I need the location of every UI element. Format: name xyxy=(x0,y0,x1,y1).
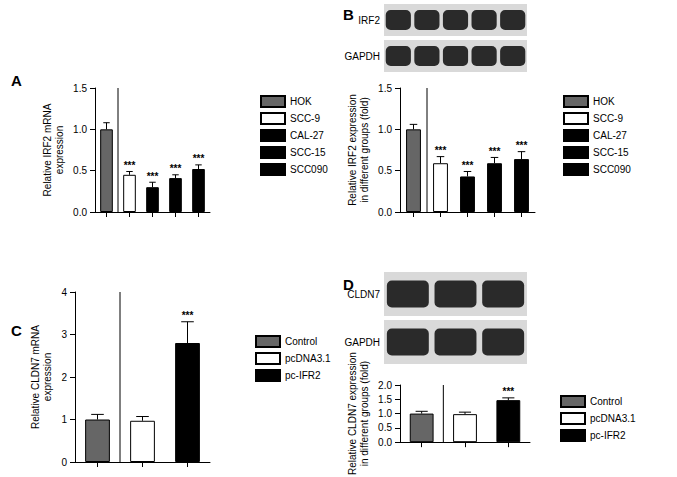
svg-text:1: 1 xyxy=(61,414,67,425)
svg-text:Relative CLDN7 expression: Relative CLDN7 expression xyxy=(347,352,358,475)
svg-text:0.5: 0.5 xyxy=(73,165,87,176)
svg-text:2: 2 xyxy=(61,372,67,383)
svg-text:***: *** xyxy=(462,160,474,171)
svg-text:in different groups (fold): in different groups (fold) xyxy=(359,361,370,466)
svg-text:***: *** xyxy=(435,145,447,156)
svg-text:4: 4 xyxy=(61,287,67,298)
svg-text:2.0: 2.0 xyxy=(378,380,392,391)
svg-text:pcDNA3.1: pcDNA3.1 xyxy=(590,413,636,424)
svg-text:expression: expression xyxy=(54,126,65,174)
svg-text:CLDN7: CLDN7 xyxy=(347,288,380,300)
svg-text:0.0: 0.0 xyxy=(73,207,87,218)
svg-text:0.5: 0.5 xyxy=(378,422,392,433)
svg-text:0.0: 0.0 xyxy=(378,437,392,448)
svg-text:pcDNA3.1: pcDNA3.1 xyxy=(285,353,331,364)
svg-text:Relative IRF2 expression: Relative IRF2 expression xyxy=(347,94,358,206)
svg-text:SCC090: SCC090 xyxy=(593,164,631,175)
svg-text:in different groups (fold): in different groups (fold) xyxy=(359,97,370,202)
svg-text:SCC-9: SCC-9 xyxy=(290,113,320,124)
svg-text:SCC-9: SCC-9 xyxy=(593,113,623,124)
svg-text:***: *** xyxy=(489,146,501,157)
svg-text:pc-IFR2: pc-IFR2 xyxy=(285,370,321,381)
svg-text:CAL-27: CAL-27 xyxy=(290,130,324,141)
svg-text:HOK: HOK xyxy=(290,96,312,107)
svg-text:Relative IRF2 mRNA: Relative IRF2 mRNA xyxy=(42,103,53,196)
svg-text:1.5: 1.5 xyxy=(73,83,87,94)
svg-text:B: B xyxy=(343,6,354,23)
svg-text:C: C xyxy=(11,322,22,339)
svg-text:Relative CLDN7 mRNA: Relative CLDN7 mRNA xyxy=(30,325,41,429)
svg-text:1.0: 1.0 xyxy=(73,124,87,135)
svg-text:***: *** xyxy=(193,153,205,164)
svg-text:expression: expression xyxy=(42,353,53,401)
svg-text:A: A xyxy=(11,72,22,89)
svg-text:SCC090: SCC090 xyxy=(290,164,328,175)
svg-text:***: *** xyxy=(182,310,194,321)
svg-text:1.0: 1.0 xyxy=(378,124,392,135)
svg-text:0.5: 0.5 xyxy=(378,165,392,176)
svg-text:SCC-15: SCC-15 xyxy=(290,147,326,158)
svg-text:1.5: 1.5 xyxy=(378,394,392,405)
svg-text:GAPDH: GAPDH xyxy=(344,337,380,348)
svg-text:***: *** xyxy=(502,386,514,397)
svg-text:pc-IFR2: pc-IFR2 xyxy=(590,430,626,441)
svg-text:HOK: HOK xyxy=(593,96,615,107)
svg-text:CAL-27: CAL-27 xyxy=(593,130,627,141)
svg-text:***: *** xyxy=(516,140,528,151)
svg-text:IRF2: IRF2 xyxy=(358,15,380,26)
svg-text:***: *** xyxy=(147,171,159,182)
svg-text:SCC-15: SCC-15 xyxy=(593,147,629,158)
svg-text:0.0: 0.0 xyxy=(378,207,392,218)
svg-text:0: 0 xyxy=(61,457,67,468)
svg-text:3: 3 xyxy=(61,329,67,340)
svg-text:Control: Control xyxy=(590,396,622,407)
svg-text:***: *** xyxy=(170,163,182,174)
svg-text:***: *** xyxy=(124,160,136,171)
svg-text:1.0: 1.0 xyxy=(378,408,392,419)
svg-text:Control: Control xyxy=(285,336,317,347)
svg-text:1.5: 1.5 xyxy=(378,83,392,94)
svg-text:D: D xyxy=(343,276,354,293)
svg-text:GAPDH: GAPDH xyxy=(344,51,380,62)
